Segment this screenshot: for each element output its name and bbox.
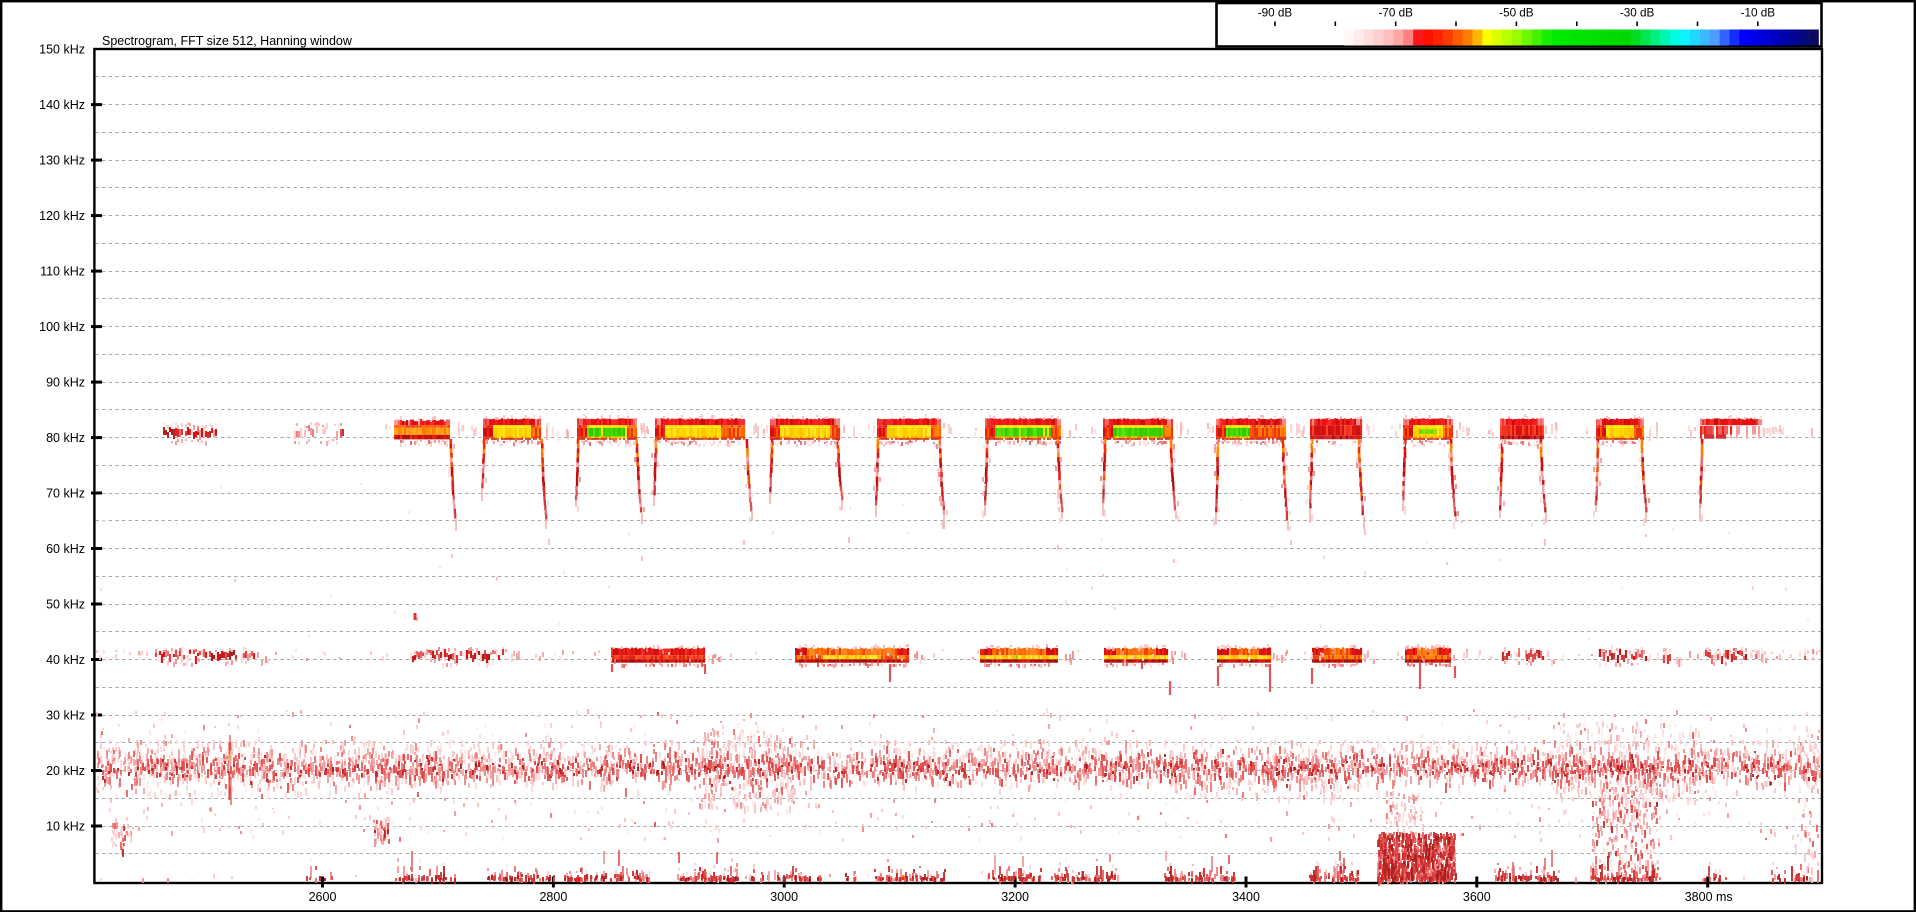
- svg-text:130 kHz: 130 kHz: [39, 154, 85, 168]
- svg-text:40 kHz: 40 kHz: [46, 653, 85, 667]
- svg-text:90 kHz: 90 kHz: [46, 376, 85, 390]
- svg-text:3200: 3200: [1001, 890, 1029, 904]
- svg-text:-70 dB: -70 dB: [1378, 7, 1413, 20]
- svg-text:-90 dB: -90 dB: [1258, 7, 1293, 20]
- svg-text:20 kHz: 20 kHz: [46, 764, 85, 778]
- svg-text:70 kHz: 70 kHz: [46, 487, 85, 501]
- svg-text:3400: 3400: [1232, 890, 1260, 904]
- svg-text:Spectrogram, FFT size 512, Han: Spectrogram, FFT size 512, Hanning windo…: [102, 34, 353, 48]
- svg-text:80 kHz: 80 kHz: [46, 431, 85, 445]
- svg-text:60 kHz: 60 kHz: [46, 542, 85, 556]
- svg-text:10 kHz: 10 kHz: [46, 820, 85, 834]
- svg-text:140 kHz: 140 kHz: [39, 98, 85, 112]
- svg-text:50 kHz: 50 kHz: [46, 598, 85, 612]
- svg-text:-50 dB: -50 dB: [1499, 7, 1534, 20]
- svg-text:100 kHz: 100 kHz: [39, 320, 85, 334]
- svg-text:120 kHz: 120 kHz: [39, 209, 85, 223]
- svg-text:-30 dB: -30 dB: [1620, 7, 1655, 20]
- svg-text:3000: 3000: [770, 890, 798, 904]
- svg-text:2600: 2600: [309, 890, 337, 904]
- svg-text:110 kHz: 110 kHz: [40, 265, 85, 279]
- svg-text:-10 dB: -10 dB: [1741, 7, 1776, 20]
- svg-text:30 kHz: 30 kHz: [46, 709, 85, 723]
- svg-text:2800: 2800: [539, 890, 567, 904]
- svg-text:150 kHz: 150 kHz: [39, 43, 85, 57]
- svg-text:3800 ms: 3800 ms: [1685, 890, 1733, 904]
- svg-text:3600: 3600: [1463, 890, 1491, 904]
